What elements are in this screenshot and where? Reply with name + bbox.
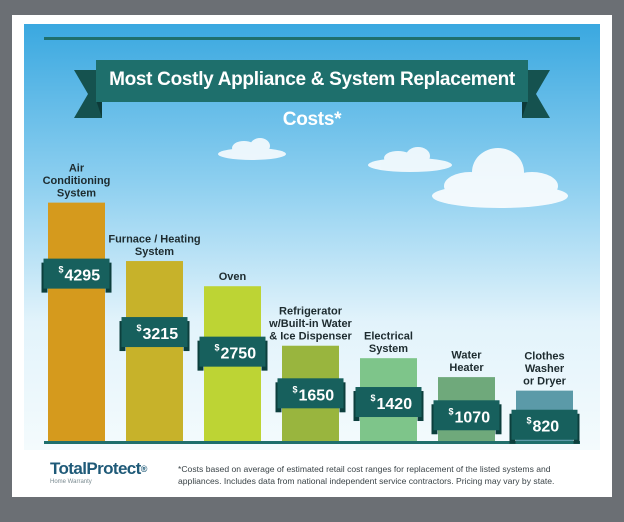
price-tag-1 [119,317,190,352]
ribbon-band [96,60,528,102]
price-tag-5 [431,400,502,435]
price-currency-0: $ [58,265,63,275]
price-value-2: 2750 [221,346,257,363]
category-label-5-line-0: Water [451,350,482,362]
category-label-6-line-2: or Dryer [523,376,567,388]
price-currency-6: $ [526,416,531,426]
price-value-3: 1650 [299,387,335,404]
chart-title: Most Costly Appliance & System Replaceme… [109,69,515,130]
category-label-0-line-1: Conditioning [43,175,111,187]
price-tag-4 [353,387,424,422]
ribbon-right-tail [522,70,550,118]
price-value-4: 1420 [377,396,413,413]
category-label-3-line-2: & Ice Dispenser [269,331,352,343]
logo-name: TotalProtect [50,459,141,478]
ribbon-left-tail [74,70,102,118]
top-rule [44,37,580,40]
price-value-5: 1070 [455,409,491,426]
price-currency-2: $ [214,343,219,353]
title-ribbon [74,60,550,118]
price-value-6: 820 [533,419,560,436]
ribbon-left-fold [96,100,102,118]
category-label-3-line-0: Refrigerator [279,306,343,318]
totalprotect-logo: TotalProtect® Home Warranty [50,460,160,490]
price-currency-5: $ [448,406,453,416]
cloud-right [432,148,568,208]
price-currency-3: $ [292,384,297,394]
price-tag-6 [509,409,580,444]
category-label-3-line-1: w/Built-in Water [268,318,352,330]
price-value-1: 3215 [143,326,179,343]
category-label-6-line-1: Washer [525,363,565,375]
category-label-2-line-0: Oven [219,271,247,283]
category-label-0-line-0: Air [69,163,85,175]
price-currency-1: $ [136,323,141,333]
ribbon-right-fold [522,100,528,118]
clouds [218,138,568,208]
category-label-1-line-0: Furnace / Heating [108,234,200,246]
price-tag-0 [41,258,112,293]
logo-tagline: Home Warranty [50,479,92,485]
bar-1 [126,261,183,441]
cloud-left [218,138,286,160]
category-label-4-line-0: Electrical [364,331,413,343]
category-label-6-line-0: Clothes [524,351,564,363]
category-label-4-line-1: System [369,343,408,355]
bar-0 [48,202,105,441]
price-tag-3 [275,378,346,413]
cloud-middle [368,147,452,172]
price-value-0: 4295 [65,268,101,285]
footnote: *Costs based on average of estimated ret… [178,464,555,486]
price-tag-2 [197,336,268,371]
category-label-1-line-1: System [135,246,174,258]
category-label-0-line-2: System [57,188,96,200]
logo-registered-mark: ® [140,464,148,474]
baseline-rule [44,441,580,444]
price-currency-4: $ [370,393,375,403]
category-label-5-line-1: Heater [449,362,484,374]
